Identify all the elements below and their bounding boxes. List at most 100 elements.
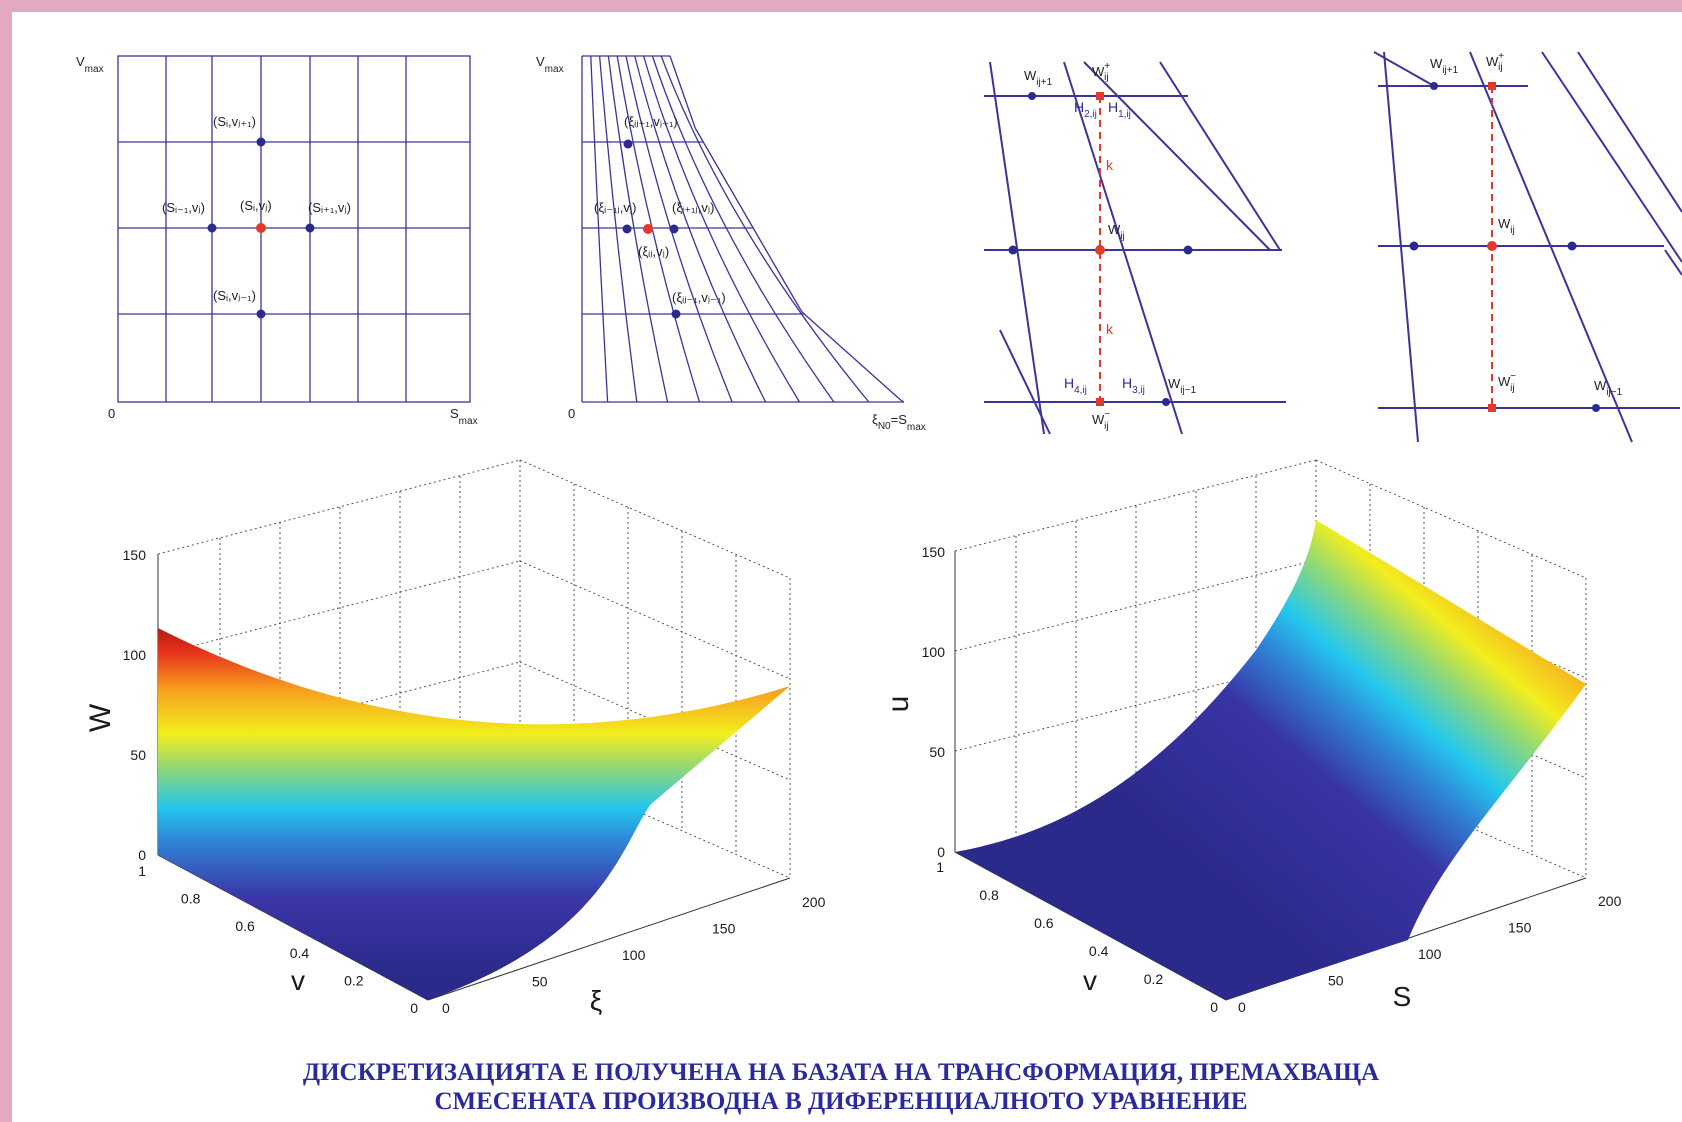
stencil1-node-center: [1095, 245, 1105, 255]
xi-smax-label: ξN0=Smax: [872, 412, 926, 433]
z-tick-label: 0: [138, 847, 146, 863]
stencil1-label-h3: H3,ij: [1122, 375, 1145, 396]
x-tick-label: 50: [532, 974, 548, 990]
v-tick-label: 0: [410, 1000, 418, 1016]
x-tick-label: 0: [442, 1000, 450, 1016]
stencil2-node-w-ij-plus-1: [1430, 82, 1438, 90]
tgrid-curve-5: [625, 55, 733, 403]
stencil1-label-w-ij-minus-1: Wij−1: [1168, 376, 1197, 396]
node-bottom-2: [671, 309, 681, 319]
stencil2-label-w-ij-minus-1: Wij−1: [1594, 378, 1623, 398]
stencil2-line-3: [1541, 51, 1682, 263]
v-tick-label: 0.6: [1034, 915, 1054, 931]
v-tick-label: 0.4: [290, 945, 310, 961]
v-tick-label: 0.8: [979, 887, 999, 903]
stencil1-node-w-minus: [1096, 398, 1104, 406]
node-left-label-2: (ξᵢ₋₁ⱼ,vⱼ): [594, 200, 636, 215]
z-tick-label: 150: [922, 544, 946, 560]
stencil2-labels: Wij+1 W+ ij Wij W− ij Wij−1: [1430, 51, 1623, 398]
stencil2-node-w-plus: [1488, 82, 1496, 90]
z-tick-label: 150: [123, 547, 147, 563]
plot-w-surface: [158, 628, 790, 1000]
x-tick-label: 200: [802, 894, 826, 910]
stencil1-label-k-upper: k: [1106, 157, 1114, 173]
plot-w-z-label: W: [84, 703, 117, 732]
uniform-grid-lines: [117, 55, 471, 403]
stencil1-node-w-ij-plus-1: [1028, 92, 1036, 100]
node-right: [305, 223, 315, 233]
node-right-label: (Sᵢ₊₁,vⱼ): [308, 200, 351, 215]
caption-line-1: ДИСКРЕТИЗАЦИЯТА Е ПОЛУЧЕНА НА БАЗАТА НА …: [302, 1059, 1380, 1086]
stencil1-line-5: [999, 329, 1051, 435]
v-tick-label: 1: [936, 859, 944, 875]
x-tick-label: 100: [1418, 946, 1442, 962]
stencil2-line-4: [1577, 51, 1682, 213]
stencil2-line-5: [1373, 51, 1435, 87]
origin-label-2: 0: [568, 406, 575, 421]
stencil1-label-h4: H4,ij: [1064, 375, 1087, 396]
v-tick-label: 0.2: [1144, 971, 1164, 987]
node-center-label: (Sᵢ,vⱼ): [240, 198, 272, 213]
node-bottom-label: (Sᵢ,vⱼ₋₁): [213, 288, 256, 303]
node-top-label-2: (ξᵢⱼ₊₁,vⱼ₊₁): [624, 114, 678, 129]
stencil2-label-w-ij-plus-1: Wij+1: [1430, 56, 1459, 76]
node-right-2: [669, 224, 679, 234]
stencil1-label-k-lower: k: [1106, 321, 1114, 337]
z-tick-label: 50: [929, 744, 945, 760]
figure-caption: ДИСКРЕТИЗАЦИЯТА Е ПОЛУЧЕНА НА БАЗАТА НА …: [0, 1058, 1682, 1116]
stencil1-label-h2: H2,ij: [1074, 99, 1097, 120]
smax-label: Smax: [450, 406, 478, 427]
node-bottom: [256, 309, 266, 319]
x-tick-label: 50: [1328, 973, 1344, 989]
z-tick-label: 100: [123, 647, 147, 663]
stencil1-label-h1: H1,ij: [1108, 99, 1131, 120]
node-bottom-label-2: (ξᵢⱼ₋₁,vⱼ₋₁): [672, 290, 726, 305]
stencil1-node-w-ij-minus-1: [1162, 398, 1170, 406]
stencil2-line-1: [1383, 51, 1419, 443]
stencil2-node-right: [1567, 241, 1577, 251]
node-center: [256, 223, 266, 233]
plot-w-xi-axis: [427, 877, 791, 1001]
stencil1-label-w-ij-plus-1: Wij+1: [1024, 68, 1053, 88]
node-left-2: [622, 224, 632, 234]
vmax-label: Vmax: [76, 54, 104, 75]
plot-w-v-label: v: [291, 965, 305, 996]
stencil1-markers: [1008, 92, 1193, 406]
grid-border: [117, 55, 471, 403]
tgrid-curve-7: [642, 55, 801, 403]
plot-u-z-label: u: [882, 696, 915, 713]
tgrid-curve-9: [660, 55, 870, 403]
v-tick-label: 1: [138, 863, 146, 879]
caption-line-2: СМЕСЕНАТА ПРОИЗВОДНА В ДИФЕРЕНЦИАЛНОТО У…: [434, 1088, 1248, 1115]
node-center-2: [643, 224, 653, 234]
tgrid-curve-8: [651, 55, 835, 403]
stencil1-node-left: [1008, 245, 1018, 255]
v-tick-label: 0.2: [344, 973, 364, 989]
vmax-label-2: Vmax: [536, 54, 564, 75]
x-tick-label: 150: [1508, 920, 1532, 936]
node-left-label: (Sᵢ₋₁,vⱼ): [162, 200, 205, 215]
stencil1-label-w-plus: W+ ij: [1092, 61, 1110, 83]
z-tick-label: 50: [130, 747, 146, 763]
v-tick-label: 0.6: [235, 918, 255, 934]
plot-u-surface: [955, 520, 1586, 1000]
x-tick-label: 150: [712, 921, 736, 937]
plot-w-xi-label: ξ: [590, 985, 603, 1016]
z-tick-label: 100: [922, 644, 946, 660]
x-tick-label: 0: [1238, 999, 1246, 1015]
stencil1-node-w-plus: [1096, 92, 1104, 100]
stencil2-label-w-minus: W− ij: [1498, 371, 1516, 394]
stencil1-line-4: [1159, 61, 1281, 251]
tgrid-curve-2: [598, 55, 638, 403]
tgrid-right-curve: [669, 55, 905, 403]
node-top-label: (Sᵢ,vⱼ₊₁): [213, 114, 256, 129]
tgrid-curve-3: [607, 55, 669, 403]
node-top-2: [623, 139, 633, 149]
z-tick-label: 0: [937, 844, 945, 860]
transformed-grid-diagram: Vmax 0 ξN0=Smax (ξᵢⱼ₊₁,vⱼ₊₁) (ξᵢ₋₁ⱼ,vⱼ) …: [536, 54, 926, 433]
stencil1-label-w-center: Wij: [1108, 222, 1125, 242]
uniform-grid-diagram: Vmax 0 Smax (Sᵢ,vⱼ₊₁) (Sᵢ₋₁,vⱼ) (Sᵢ,vⱼ) …: [76, 54, 478, 427]
